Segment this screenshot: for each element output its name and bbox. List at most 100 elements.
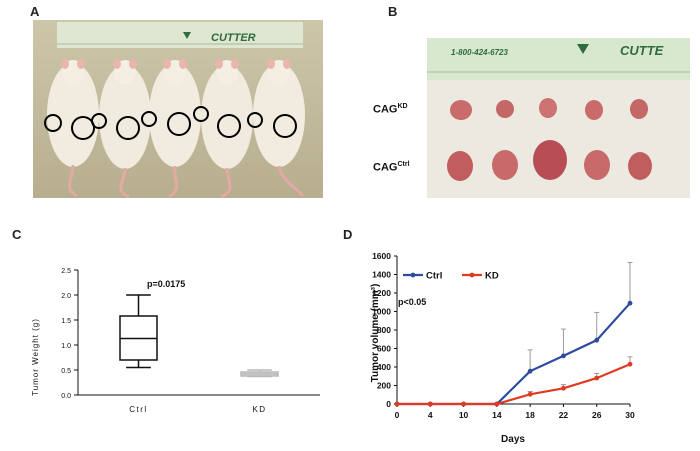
y-tick-label: 2.5 [61, 268, 71, 275]
legend-label-kd: KD [485, 271, 499, 282]
kd-series-line [397, 363, 631, 406]
tumor-circle-kd-5 [247, 112, 263, 128]
tumor-circle-kd-2 [91, 113, 107, 129]
tumor-photo: 1-800-424-6723 CUTTE [427, 38, 690, 198]
box-plot: 0.0 0.5 1.0 1.5 2.0 2.5 Ctrl KD p=0.0175 Tumor… [31, 268, 320, 414]
panel-a-letter: A [30, 4, 40, 19]
box-plot-ylabel: Tumor Weight (g) [31, 318, 40, 396]
x-tick-label: 0 [395, 410, 400, 420]
y-tick-label: 800 [377, 325, 391, 335]
x-tick-label: KD [252, 405, 266, 414]
kd-tumor [585, 100, 603, 120]
row-label-kd-sup: KD [397, 103, 408, 110]
box-plot-annotation: p=0.0175 [147, 279, 185, 289]
box-plot-x-tick-labels: Ctrl KD [129, 405, 266, 414]
box-plot-y-ticks: 0.0 0.5 1.0 1.5 2.0 2.5 [61, 268, 78, 400]
ctrl-point [527, 368, 533, 374]
y-tick-label: 1400 [372, 270, 391, 280]
ctrl-point [594, 337, 600, 343]
mouse-5 [253, 59, 305, 197]
ctrl-tumor-row [447, 140, 652, 181]
y-tick-label: 1600 [372, 251, 391, 261]
line-chart-ylabel: Tumor volume (mm³) [370, 284, 381, 383]
line-chart-xlabel: Days [501, 434, 525, 445]
kd-point [494, 401, 500, 407]
ctrl-tumor [584, 150, 610, 180]
line-chart-annotation: p<0.05 [398, 297, 426, 307]
y-tick-label: 1000 [372, 307, 391, 317]
tumor-circle-ctrl-5 [273, 114, 297, 138]
panel-b-letter: B [388, 4, 398, 19]
ctrl-tumor [492, 150, 518, 180]
tumor-circle-kd-1 [44, 114, 62, 132]
ctrl-series-line [397, 302, 631, 406]
y-tick-label: 0 [386, 399, 391, 409]
tumor-circle-kd-3 [141, 111, 157, 127]
kd-tumor [496, 100, 514, 118]
tumor-circles [44, 106, 297, 140]
legend-marker-kd [469, 272, 475, 278]
legend-label-ctrl: Ctrl [426, 271, 442, 282]
mouse-4 [201, 59, 253, 198]
x-tick-label: 4 [428, 410, 433, 420]
row-label-kd: CAGKD [373, 103, 408, 116]
tumor-circle-ctrl-2 [116, 116, 140, 140]
tumor-circle-ctrl-3 [167, 112, 191, 136]
kd-point [461, 401, 466, 407]
line-chart-series [394, 261, 633, 407]
mice-photo: CUTTER [33, 20, 323, 198]
kd-point [594, 375, 600, 381]
kd-point [394, 401, 400, 407]
kd-tumor [539, 98, 557, 118]
x-tick-label: 26 [592, 410, 602, 420]
x-tick-label: 22 [559, 410, 569, 420]
tumor-circle-kd-4 [193, 106, 209, 122]
ctrl-tumor [628, 152, 652, 180]
y-tick-label: 1.0 [61, 343, 71, 350]
ctrl-point [627, 300, 633, 306]
ruler-text-b: CUTTE [620, 43, 664, 58]
kd-tumor [630, 99, 648, 119]
kd-tumor [450, 100, 472, 120]
y-tick-label: 0.0 [61, 393, 71, 400]
y-tick-label: 400 [377, 362, 391, 372]
tumor-circle-ctrl-1 [71, 116, 95, 140]
x-tick-label: 10 [459, 410, 469, 420]
y-tick-label: 200 [377, 381, 391, 391]
kd-point [427, 401, 433, 407]
line-chart: 0 200 400 600 800 1000 1200 1400 1600 0 4 10 14 18 22… [370, 251, 635, 445]
y-tick-label: 1.5 [61, 318, 71, 325]
row-label-kd-base: CAG [373, 103, 398, 116]
y-tick-label: 1200 [372, 288, 391, 298]
tumor-photo-drawing: 1-800-424-6723 CUTTE [427, 38, 690, 198]
kd-point [527, 391, 533, 397]
x-tick-label: 14 [492, 410, 502, 420]
row-label-ctrl: CAGCtrl [373, 161, 410, 174]
mouse-1 [47, 59, 99, 198]
x-tick-label: 30 [625, 410, 635, 420]
line-chart-y-ticks: 0 200 400 600 800 1000 1200 1400 1600 [372, 251, 397, 409]
ruler-b [427, 38, 690, 80]
legend-marker-ctrl [410, 272, 416, 278]
line-chart-x-ticks: 0 4 10 14 18 22 26 30 [395, 404, 635, 420]
row-label-ctrl-sup: Ctrl [397, 161, 410, 168]
ctrl-tumor [447, 151, 473, 181]
kd-point [561, 385, 566, 391]
row-label-ctrl-base: CAG [373, 161, 398, 174]
ruler-text-a: CUTTER [211, 32, 256, 44]
y-tick-label: 0.5 [61, 368, 71, 375]
mouse-3 [149, 59, 201, 198]
kd-point [627, 361, 633, 367]
y-tick-label: 600 [377, 344, 391, 354]
line-chart-legend: Ctrl KD [403, 271, 499, 282]
x-tick-label: 18 [525, 410, 535, 420]
box-plot-axes [77, 270, 320, 396]
ruler [57, 22, 303, 48]
kd-tumor-row [450, 98, 648, 120]
y-tick-label: 2.0 [61, 293, 71, 300]
ruler-phone: 1-800-424-6723 [451, 48, 508, 57]
ctrl-tumor [533, 140, 567, 180]
mice-photo-drawing: CUTTER [33, 20, 323, 198]
panel-c-letter: C [12, 227, 22, 242]
x-tick-label: Ctrl [129, 405, 147, 414]
